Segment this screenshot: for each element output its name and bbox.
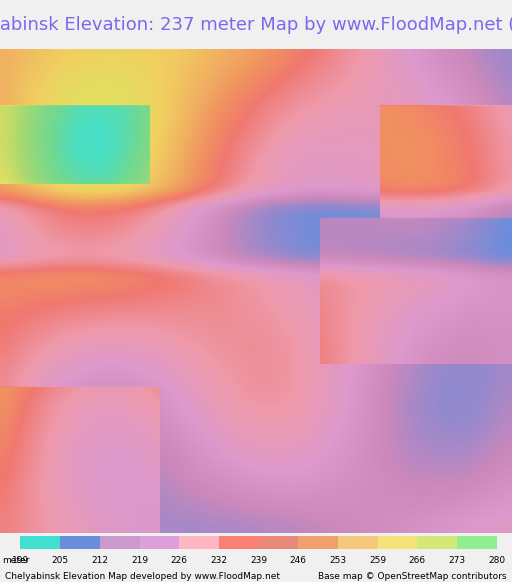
Text: meter: meter	[3, 556, 30, 565]
FancyBboxPatch shape	[139, 536, 179, 549]
Text: 232: 232	[210, 556, 227, 565]
FancyBboxPatch shape	[417, 536, 457, 549]
Text: 273: 273	[449, 556, 465, 565]
Text: Chelyabinsk Elevation Map developed by www.FloodMap.net: Chelyabinsk Elevation Map developed by w…	[5, 572, 280, 581]
FancyBboxPatch shape	[100, 536, 139, 549]
FancyBboxPatch shape	[179, 536, 219, 549]
FancyBboxPatch shape	[60, 536, 100, 549]
FancyBboxPatch shape	[378, 536, 417, 549]
Text: 259: 259	[369, 556, 386, 565]
FancyBboxPatch shape	[338, 536, 378, 549]
Text: 266: 266	[409, 556, 426, 565]
Text: 205: 205	[52, 556, 69, 565]
Text: 199: 199	[12, 556, 29, 565]
FancyBboxPatch shape	[259, 536, 298, 549]
FancyBboxPatch shape	[298, 536, 338, 549]
Text: 246: 246	[290, 556, 307, 565]
Text: 239: 239	[250, 556, 267, 565]
Text: 253: 253	[329, 556, 347, 565]
Text: 226: 226	[170, 556, 188, 565]
FancyBboxPatch shape	[20, 536, 60, 549]
Text: 212: 212	[91, 556, 109, 565]
Text: Base map © OpenStreetMap contributors: Base map © OpenStreetMap contributors	[318, 572, 507, 581]
Text: 219: 219	[131, 556, 148, 565]
Text: Chelyabinsk Elevation: 237 meter Map by www.FloodMap.net (beta): Chelyabinsk Elevation: 237 meter Map by …	[0, 16, 512, 34]
FancyBboxPatch shape	[457, 536, 497, 549]
FancyBboxPatch shape	[219, 536, 259, 549]
Text: 280: 280	[488, 556, 505, 565]
